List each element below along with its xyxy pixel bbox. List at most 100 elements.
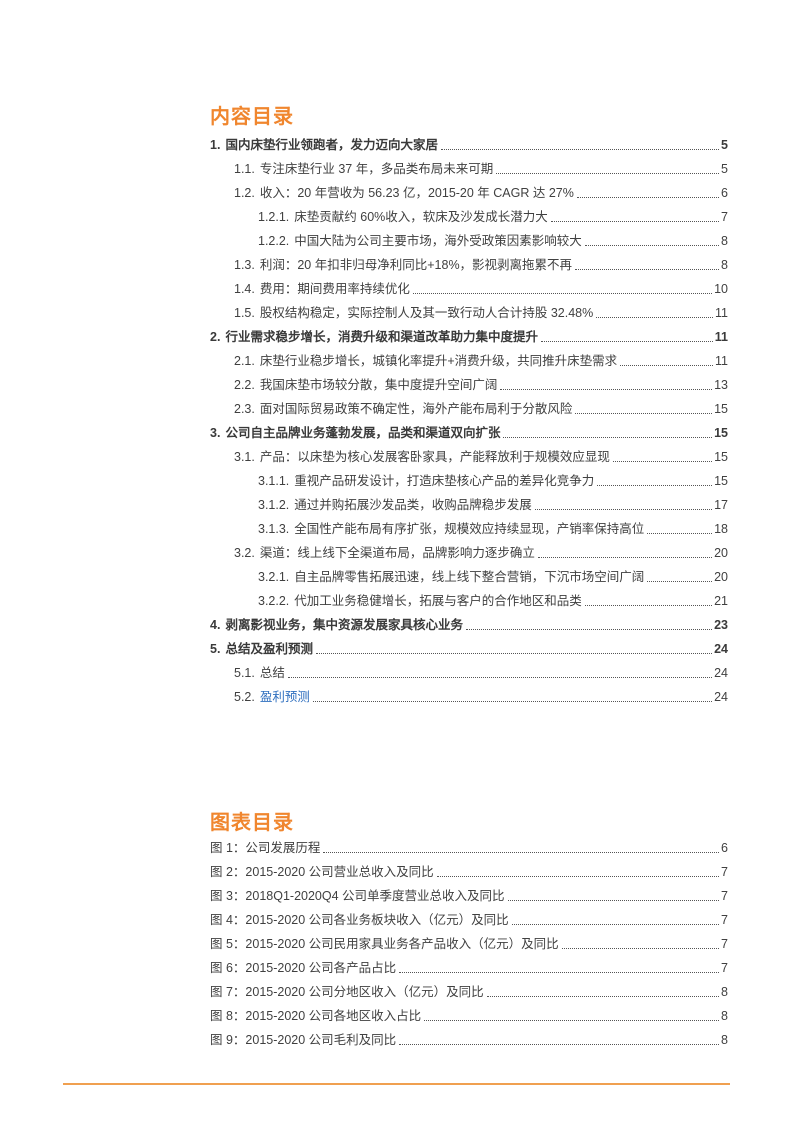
dot-leader xyxy=(561,948,720,949)
toc-entry[interactable]: 2.3. 面对国际贸易政策不确定性，海外产能布局利于分散风险 15 xyxy=(210,396,728,420)
figure-entry-page: 7 xyxy=(721,913,728,927)
figure-entry[interactable]: 图 1：公司发展历程 6 xyxy=(210,835,728,859)
toc-entry-number: 4. xyxy=(210,618,221,632)
toc-entry-page: 21 xyxy=(714,594,728,608)
dot-leader xyxy=(511,924,720,925)
toc-entry-number: 3.1. xyxy=(234,450,255,464)
toc-entry-page: 20 xyxy=(714,570,728,584)
dot-leader xyxy=(436,876,720,877)
figure-entry[interactable]: 图 4：2015-2020 公司各业务板块收入（亿元）及同比 7 xyxy=(210,907,728,931)
toc-entry-page: 5 xyxy=(721,162,728,176)
toc-entry[interactable]: 1.2.1. 床垫贡献约 60%收入，软床及沙发成长潜力大 7 xyxy=(210,204,728,228)
toc-entry[interactable]: 1.2.2. 中国大陆为公司主要市场，海外受政策因素影响较大 8 xyxy=(210,228,728,252)
dot-leader xyxy=(465,629,713,630)
toc-entry[interactable]: 3.2.2. 代加工业务稳健增长，拓展与客户的合作地区和品类 21 xyxy=(210,588,728,612)
figure-entry[interactable]: 图 9：2015-2020 公司毛利及同比 8 xyxy=(210,1027,728,1051)
toc-entry[interactable]: 2.2. 我国床垫市场较分散，集中度提升空间广阔 13 xyxy=(210,372,728,396)
dot-leader xyxy=(575,413,713,414)
toc-entry-title: 我国床垫市场较分散，集中度提升空间广阔 xyxy=(259,378,498,392)
toc-entry-number: 1.2.2. xyxy=(258,234,290,248)
figure-entry[interactable]: 图 3：2018Q1-2020Q4 公司单季度营业总收入及同比 7 xyxy=(210,883,728,907)
dot-leader xyxy=(424,1020,720,1021)
figure-entry-title: 图 3：2018Q1-2020Q4 公司单季度营业总收入及同比 xyxy=(210,889,505,903)
toc-entry[interactable]: 2.1. 床垫行业稳步增长，城镇化率提升+消费升级，共同推升床垫需求 11 xyxy=(210,348,728,372)
dot-leader xyxy=(323,852,720,853)
toc-entry-number: 2.2. xyxy=(234,378,255,392)
toc-entry[interactable]: 5.2. 盈利预测 24 xyxy=(210,684,728,708)
toc-entry-title: 盈利预测 xyxy=(259,690,310,704)
figure-entry-title: 图 6：2015-2020 公司各产品占比 xyxy=(210,961,397,975)
dot-leader xyxy=(647,581,713,582)
toc-entry[interactable]: 5. 总结及盈利预测 24 xyxy=(210,636,728,660)
toc-entry-page: 23 xyxy=(714,618,728,632)
toc-entry[interactable]: 3.1. 产品：以床垫为核心发展客卧家具，产能释放利于规模效应显现 15 xyxy=(210,444,728,468)
dot-leader xyxy=(315,653,713,654)
dot-leader xyxy=(496,173,720,174)
dot-leader xyxy=(550,221,720,222)
dot-leader xyxy=(440,149,720,150)
toc-entry-number: 1. xyxy=(210,138,221,152)
toc-entry-page: 24 xyxy=(714,690,728,704)
dot-leader xyxy=(597,485,713,486)
toc-entry[interactable]: 3. 公司自主品牌业务蓬勃发展，品类和渠道双向扩张 15 xyxy=(210,420,728,444)
figure-entry-title: 图 5：2015-2020 公司民用家具业务各产品收入（亿元）及同比 xyxy=(210,937,559,951)
toc-entry[interactable]: 1.5. 股权结构稳定，实际控制人及其一致行动人合计持股 32.48% 11 xyxy=(210,300,728,324)
toc-entry[interactable]: 3.1.2. 通过并购拓展沙发品类，收购品牌稳步发展 17 xyxy=(210,492,728,516)
dot-leader xyxy=(486,996,720,997)
figure-entry-page: 8 xyxy=(721,1033,728,1047)
toc-entry-title: 收入：20 年营收为 56.23 亿，2015-20 年 CAGR 达 27% xyxy=(259,186,574,200)
figure-entry-title: 图 1：公司发展历程 xyxy=(210,841,321,855)
toc-entry[interactable]: 4. 剥离影视业务，集中资源发展家具核心业务 23 xyxy=(210,612,728,636)
figure-entry-title: 图 7：2015-2020 公司分地区收入（亿元）及同比 xyxy=(210,985,484,999)
toc-entry-page: 8 xyxy=(721,234,728,248)
toc-entry-page: 11 xyxy=(715,306,728,320)
toc-entry-number: 3.2. xyxy=(234,546,255,560)
toc-entry-page: 10 xyxy=(714,282,728,296)
toc-entry[interactable]: 2. 行业需求稳步增长，消费升级和渠道改革助力集中度提升 11 xyxy=(210,324,728,348)
dot-leader xyxy=(584,245,720,246)
toc-entry-title: 公司自主品牌业务蓬勃发展，品类和渠道双向扩张 xyxy=(225,426,501,440)
toc-entry-number: 1.5. xyxy=(234,306,255,320)
toc-entry-title: 床垫贡献约 60%收入，软床及沙发成长潜力大 xyxy=(294,210,548,224)
toc-entry[interactable]: 1. 国内床垫行业领跑者，发力迈向大家居 5 xyxy=(210,132,728,156)
toc-entry[interactable]: 1.3. 利润：20 年扣非归母净利同比+18%，影视剥离拖累不再 8 xyxy=(210,252,728,276)
toc-entry[interactable]: 3.2. 渠道：线上线下全渠道布局，品牌影响力逐步确立 20 xyxy=(210,540,728,564)
toc-entry-number: 1.4. xyxy=(234,282,255,296)
toc-entry-title: 产品：以床垫为核心发展客卧家具，产能释放利于规模效应显现 xyxy=(259,450,610,464)
toc-entry[interactable]: 3.1.3. 全国性产能布局有序扩张，规模效应持续显现，产销率保持高位 18 xyxy=(210,516,728,540)
toc-entry-page: 20 xyxy=(714,546,728,560)
toc-entry-number: 1.1. xyxy=(234,162,255,176)
toc-entry[interactable]: 3.2.1. 自主品牌零售拓展迅速，线上线下整合营销，下沉市场空间广阔 20 xyxy=(210,564,728,588)
toc-entry-number: 3.1.2. xyxy=(258,498,290,512)
figure-entry-page: 7 xyxy=(721,889,728,903)
toc-entry-page: 24 xyxy=(714,642,728,656)
toc-entry[interactable]: 5.1. 总结 24 xyxy=(210,660,728,684)
toc-entry-number: 3.1.3. xyxy=(258,522,290,536)
toc-entry-page: 7 xyxy=(721,210,728,224)
toc-entry-number: 2. xyxy=(210,330,221,344)
figure-entry[interactable]: 图 8：2015-2020 公司各地区收入占比 8 xyxy=(210,1003,728,1027)
figure-entry[interactable]: 图 7：2015-2020 公司分地区收入（亿元）及同比 8 xyxy=(210,979,728,1003)
toc-entry-title: 代加工业务稳健增长，拓展与客户的合作地区和品类 xyxy=(294,594,582,608)
figure-list: 图 1：公司发展历程 6 图 2：2015-2020 公司营业总收入及同比 7 图 3：… xyxy=(210,835,728,1051)
figure-entry-title: 图 8：2015-2020 公司各地区收入占比 xyxy=(210,1009,422,1023)
figure-entry[interactable]: 图 6：2015-2020 公司各产品占比 7 xyxy=(210,955,728,979)
toc-entry-page: 24 xyxy=(714,666,728,680)
dot-leader xyxy=(287,677,713,678)
toc-entry-page: 8 xyxy=(721,258,728,272)
toc-entry[interactable]: 3.1.1. 重视产品研发设计，打造床垫核心产品的差异化竞争力 15 xyxy=(210,468,728,492)
toc-entry[interactable]: 1.1. 专注床垫行业 37 年，多品类布局未来可期 5 xyxy=(210,156,728,180)
figure-entry-page: 8 xyxy=(721,985,728,999)
toc-entry-title: 通过并购拓展沙发品类，收购品牌稳步发展 xyxy=(294,498,532,512)
toc-heading: 内容目录 xyxy=(210,106,294,128)
figure-entry[interactable]: 图 2：2015-2020 公司营业总收入及同比 7 xyxy=(210,859,728,883)
toc-entry-page: 17 xyxy=(714,498,728,512)
table-of-contents: 1. 国内床垫行业领跑者，发力迈向大家居 5 1.1. 专注床垫行业 37 年，多品类布… xyxy=(210,132,728,708)
dot-leader xyxy=(412,293,713,294)
toc-entry-title: 专注床垫行业 37 年，多品类布局未来可期 xyxy=(259,162,494,176)
dot-leader xyxy=(507,900,720,901)
toc-entry[interactable]: 1.2. 收入：20 年营收为 56.23 亿，2015-20 年 CAGR 达 … xyxy=(210,180,728,204)
toc-entry[interactable]: 1.4. 费用：期间费用率持续优化 10 xyxy=(210,276,728,300)
figure-entry[interactable]: 图 5：2015-2020 公司民用家具业务各产品收入（亿元）及同比 7 xyxy=(210,931,728,955)
toc-entry-title: 自主品牌零售拓展迅速，线上线下整合营销，下沉市场空间广阔 xyxy=(294,570,645,584)
